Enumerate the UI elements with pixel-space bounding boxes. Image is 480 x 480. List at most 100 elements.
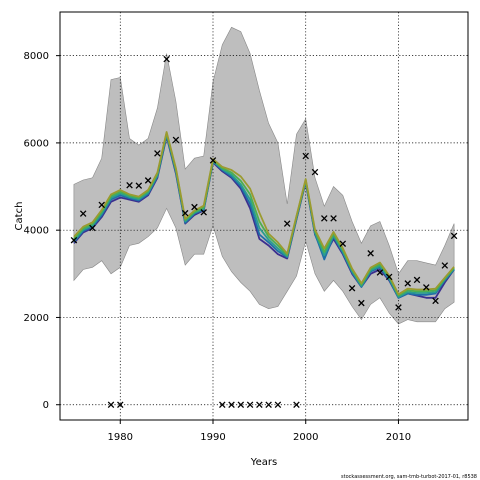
observed-point — [209, 157, 217, 164]
observed-point — [154, 150, 161, 157]
observed-marker-stroke — [330, 215, 337, 222]
observed-point — [172, 136, 180, 144]
observed-point — [200, 209, 207, 216]
observed-point — [450, 232, 458, 240]
observed-marker-stroke — [237, 401, 245, 408]
observed-point — [181, 209, 189, 217]
x-tick-label: 2010 — [386, 432, 411, 443]
observed-point — [358, 299, 365, 307]
observed-marker-stroke — [376, 269, 384, 276]
observed-marker-stroke — [321, 215, 328, 222]
observed-marker-stroke — [172, 136, 180, 144]
observed-point — [441, 262, 449, 269]
observed-marker-stroke — [117, 401, 124, 408]
ticks-group: 1980 1990 2000 2010 0 2000 4000 6000 8000 — [24, 51, 412, 443]
observed-point — [376, 269, 384, 276]
observed-marker-stroke — [79, 210, 87, 217]
observed-point — [413, 276, 421, 284]
observed-marker-stroke — [219, 401, 226, 408]
observed-point — [385, 273, 393, 281]
observed-point — [321, 215, 328, 222]
observed-marker-stroke — [256, 401, 263, 408]
observed-marker-stroke — [126, 181, 133, 189]
observed-point — [246, 401, 254, 408]
grid-group — [60, 12, 468, 420]
observed-group — [70, 55, 458, 408]
y-tick-label: 0 — [43, 400, 49, 411]
observed-marker-stroke — [154, 150, 161, 157]
observed-marker-stroke — [274, 401, 282, 408]
observed-marker-stroke — [89, 224, 96, 232]
observed-marker-stroke — [423, 284, 430, 291]
observed-point — [144, 177, 152, 184]
y-tick-label: 8000 — [24, 51, 49, 62]
observed-point — [395, 304, 402, 311]
observed-marker-stroke — [395, 304, 402, 311]
observed-marker-stroke — [265, 401, 272, 408]
observed-marker-stroke — [209, 157, 217, 164]
observed-marker-stroke — [311, 168, 319, 176]
observed-point — [348, 284, 356, 292]
observed-marker-stroke — [191, 203, 198, 211]
observed-marker-stroke — [339, 240, 347, 247]
observed-marker-stroke — [107, 401, 115, 408]
observed-marker-stroke — [144, 177, 152, 184]
axes-group — [59, 11, 469, 421]
observed-point — [79, 210, 87, 217]
observed-marker-stroke — [441, 262, 449, 269]
observed-marker-stroke — [413, 276, 421, 284]
observed-point — [163, 55, 170, 63]
observed-point — [339, 240, 347, 247]
observed-point — [423, 284, 430, 291]
x-tick-label: 1980 — [108, 432, 133, 443]
observed-marker-stroke — [450, 232, 458, 240]
observed-point — [107, 401, 115, 408]
observed-point — [274, 401, 282, 408]
observed-point — [70, 236, 78, 244]
observed-marker-stroke — [283, 220, 291, 227]
observed-marker-stroke — [385, 273, 393, 281]
observed-point — [404, 280, 411, 287]
observed-point — [237, 401, 245, 408]
observed-point — [311, 168, 319, 176]
observed-marker-stroke — [293, 401, 300, 408]
observed-marker-stroke — [358, 299, 365, 307]
observed-point — [283, 220, 291, 227]
observed-point — [367, 250, 374, 257]
y-tick-label: 4000 — [24, 226, 49, 237]
observed-point — [293, 401, 300, 408]
observed-marker-stroke — [302, 152, 309, 160]
confidence-band-group — [73, 26, 455, 325]
observed-marker-stroke — [135, 182, 143, 189]
observed-point — [117, 401, 124, 408]
observed-marker-stroke — [181, 209, 189, 217]
x-axis-label: Years — [250, 457, 277, 468]
observed-point — [89, 224, 96, 232]
observed-marker-stroke — [432, 297, 439, 305]
x-tick-label: 1990 — [200, 432, 225, 443]
observed-marker-stroke — [98, 201, 105, 209]
observed-point — [432, 297, 439, 305]
confidence-band — [73, 26, 455, 325]
observed-marker-stroke — [367, 250, 374, 257]
observed-point — [228, 401, 235, 408]
observed-marker-stroke — [228, 401, 235, 408]
observed-point — [256, 401, 263, 408]
observed-marker-stroke — [246, 401, 254, 408]
plot-frame — [59, 11, 469, 421]
observed-marker-stroke — [70, 236, 78, 244]
y-axis-label: Catch — [14, 202, 25, 231]
observed-point — [219, 401, 226, 408]
y-tick-label: 2000 — [24, 313, 49, 324]
observed-point — [135, 182, 143, 189]
y-tick-label: 6000 — [24, 138, 49, 149]
observed-marker-stroke — [404, 280, 411, 287]
observed-point — [98, 201, 105, 209]
observed-marker-stroke — [348, 284, 356, 292]
observed-point — [302, 152, 309, 160]
observed-point — [330, 215, 337, 222]
observed-point — [265, 401, 272, 408]
x-tick-label: 2000 — [293, 432, 318, 443]
footnote: stockassessment.org, sam-tmb-turbot-2017… — [341, 474, 477, 480]
